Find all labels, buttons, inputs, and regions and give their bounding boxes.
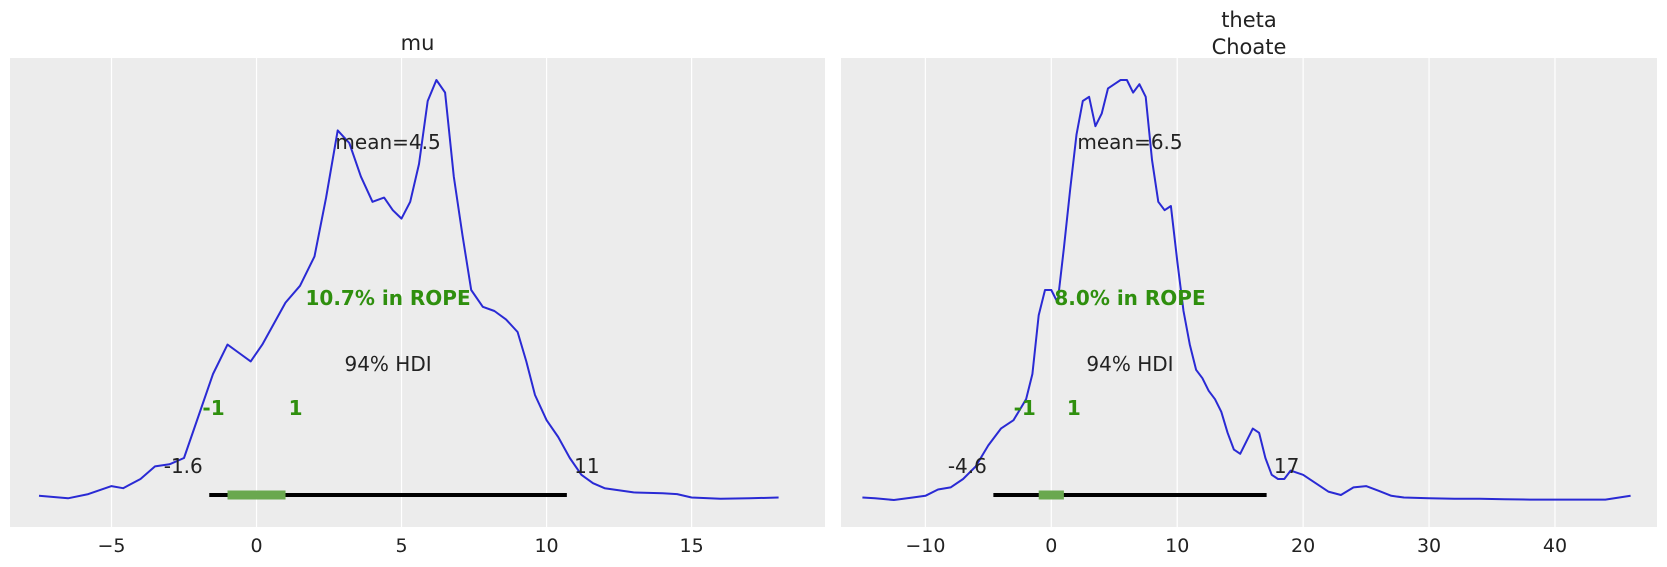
x-tick-label: 0 [250, 535, 262, 557]
hdi-label: 94% HDI [1086, 352, 1173, 376]
rope-low-label: -1 [202, 396, 224, 420]
x-tick-label: 10 [534, 535, 558, 557]
rope-low-label: -1 [1014, 396, 1036, 420]
rope-bar [227, 490, 286, 500]
hdi-low-label: -4.6 [948, 454, 987, 478]
x-tick-label: 40 [1543, 535, 1567, 557]
x-tick-label: 30 [1417, 535, 1441, 557]
point-estimate-label: mean=6.5 [1077, 130, 1182, 154]
subplot-mu: −5 0 5 10 15 mu mean=4.5 10.7% in ROPE 94% HDI -1… [10, 31, 825, 557]
subplot-theta-choate: −10 0 10 20 30 40 theta Choate mean=6.5 8.0% in R… [841, 8, 1657, 557]
hdi-low-label: -1.6 [164, 454, 203, 478]
x-tick-label: 20 [1291, 535, 1315, 557]
rope-percent-label: 8.0% in ROPE [1054, 286, 1205, 310]
x-tick-label: 5 [396, 535, 408, 557]
plot-area [841, 58, 1657, 527]
rope-percent-label: 10.7% in ROPE [305, 286, 470, 310]
x-tick-label: −5 [98, 535, 126, 557]
x-tick-label: 10 [1165, 535, 1189, 557]
hdi-label: 94% HDI [344, 352, 431, 376]
hdi-high-label: 11 [574, 454, 599, 478]
point-estimate-label: mean=4.5 [335, 130, 440, 154]
x-tick-label: 15 [679, 535, 703, 557]
rope-high-label: 1 [1067, 396, 1081, 420]
hdi-high-label: 17 [1274, 454, 1299, 478]
x-tick-label: −10 [905, 535, 945, 557]
kde-line [38, 79, 779, 500]
plot-area [10, 58, 825, 527]
x-tick-label: 0 [1045, 535, 1057, 557]
chart-title: Choate [1212, 35, 1287, 59]
chart-title: theta [1221, 8, 1277, 32]
rope-bar [1038, 490, 1064, 500]
kde-line [862, 79, 1631, 501]
rope-high-label: 1 [289, 396, 303, 420]
chart-title: mu [401, 31, 435, 55]
